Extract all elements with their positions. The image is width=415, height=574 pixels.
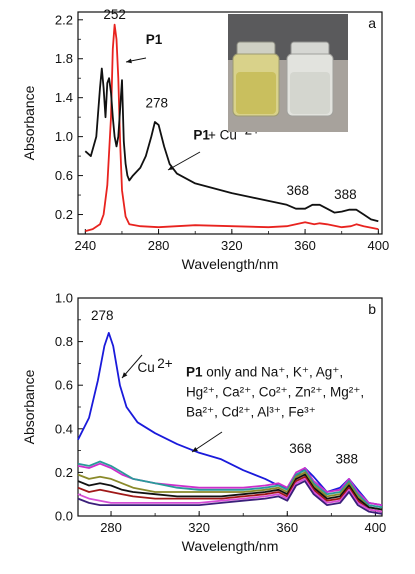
panel-letter: b xyxy=(368,301,376,317)
series-line xyxy=(77,471,383,511)
peak-label: 368 xyxy=(286,183,309,198)
ion-list-line: Hg²⁺, Ca²⁺, Co²⁺, Zn²⁺, Mg²⁺, xyxy=(186,384,364,399)
series-line xyxy=(84,67,379,223)
x-tick-label: 360 xyxy=(294,238,316,253)
x-tick-label: 320 xyxy=(221,238,243,253)
series-line xyxy=(77,462,383,506)
panel-letter: a xyxy=(368,15,376,31)
y-tick-label: 0.4 xyxy=(55,421,73,436)
y-tick-label: 0.6 xyxy=(55,378,73,393)
y-tick-label: 1.0 xyxy=(55,129,73,144)
series-line xyxy=(77,475,383,513)
peak-label: 388 xyxy=(334,187,357,202)
pointer-arrowhead xyxy=(168,165,174,170)
x-tick-label: 280 xyxy=(148,238,170,253)
ion-list-line: P1 only and Na⁺, K⁺, Ag⁺, xyxy=(186,364,343,379)
peak-label: 368 xyxy=(289,441,312,456)
series-line xyxy=(77,473,383,511)
y-tick-label: 0.6 xyxy=(55,168,73,183)
series-line xyxy=(77,460,383,509)
plot-frame xyxy=(77,11,383,235)
pointer-arrow xyxy=(167,151,201,171)
series-line xyxy=(77,480,383,515)
x-axis-title: Wavelength/nm xyxy=(182,538,279,554)
y-axis-title: Absorbance xyxy=(21,369,37,444)
series-line xyxy=(77,332,383,506)
x-axis-title: Wavelength/nm xyxy=(182,256,279,272)
y-tick-label: 1.0 xyxy=(55,291,73,306)
pointer-arrowhead xyxy=(122,372,128,378)
y-tick-label: 0.2 xyxy=(55,207,73,222)
peak-label: 252 xyxy=(103,7,126,22)
x-tick-label: 240 xyxy=(74,238,96,253)
pointer-arrowhead xyxy=(192,446,198,452)
series-label: P1 xyxy=(146,32,163,47)
y-tick-label: 0.0 xyxy=(55,509,73,524)
x-tick-label: 400 xyxy=(367,238,389,253)
vials-photo-inset xyxy=(228,14,348,132)
y-axis-title: Absorbance xyxy=(21,85,37,160)
peak-label: 278 xyxy=(145,95,168,110)
pointer-arrowhead xyxy=(126,58,132,64)
series-label: 2+ xyxy=(157,356,173,371)
x-tick-label: 320 xyxy=(188,520,210,535)
y-tick-label: 1.8 xyxy=(55,51,73,66)
x-tick-label: 400 xyxy=(365,520,387,535)
series-label: P1 xyxy=(193,128,210,143)
x-tick-label: 280 xyxy=(100,520,122,535)
pointer-arrow xyxy=(191,431,223,453)
series-line xyxy=(77,478,383,513)
series-label: Cu xyxy=(137,360,154,375)
panel-a: 240 280 320 360 400 0.2 0.6 1.0 1.4 1.8 2.2 Wavelen… xyxy=(21,7,389,272)
y-tick-label: 0.8 xyxy=(55,334,73,349)
y-tick-label: 0.2 xyxy=(55,465,73,480)
ion-list-line: Ba²⁺, Cd²⁺, Al³⁺, Fe³⁺ xyxy=(186,404,316,419)
panel-b: 280 320 360 400 0.0 0.2 0.4 0.6 0.8 1.0 Wavelength… xyxy=(21,291,386,555)
series-line xyxy=(85,23,379,232)
x-tick-label: 360 xyxy=(276,520,298,535)
peak-label: 388 xyxy=(335,452,358,467)
y-tick-label: 2.2 xyxy=(55,12,73,27)
peak-label: 278 xyxy=(91,308,114,323)
y-tick-label: 1.4 xyxy=(55,90,73,105)
